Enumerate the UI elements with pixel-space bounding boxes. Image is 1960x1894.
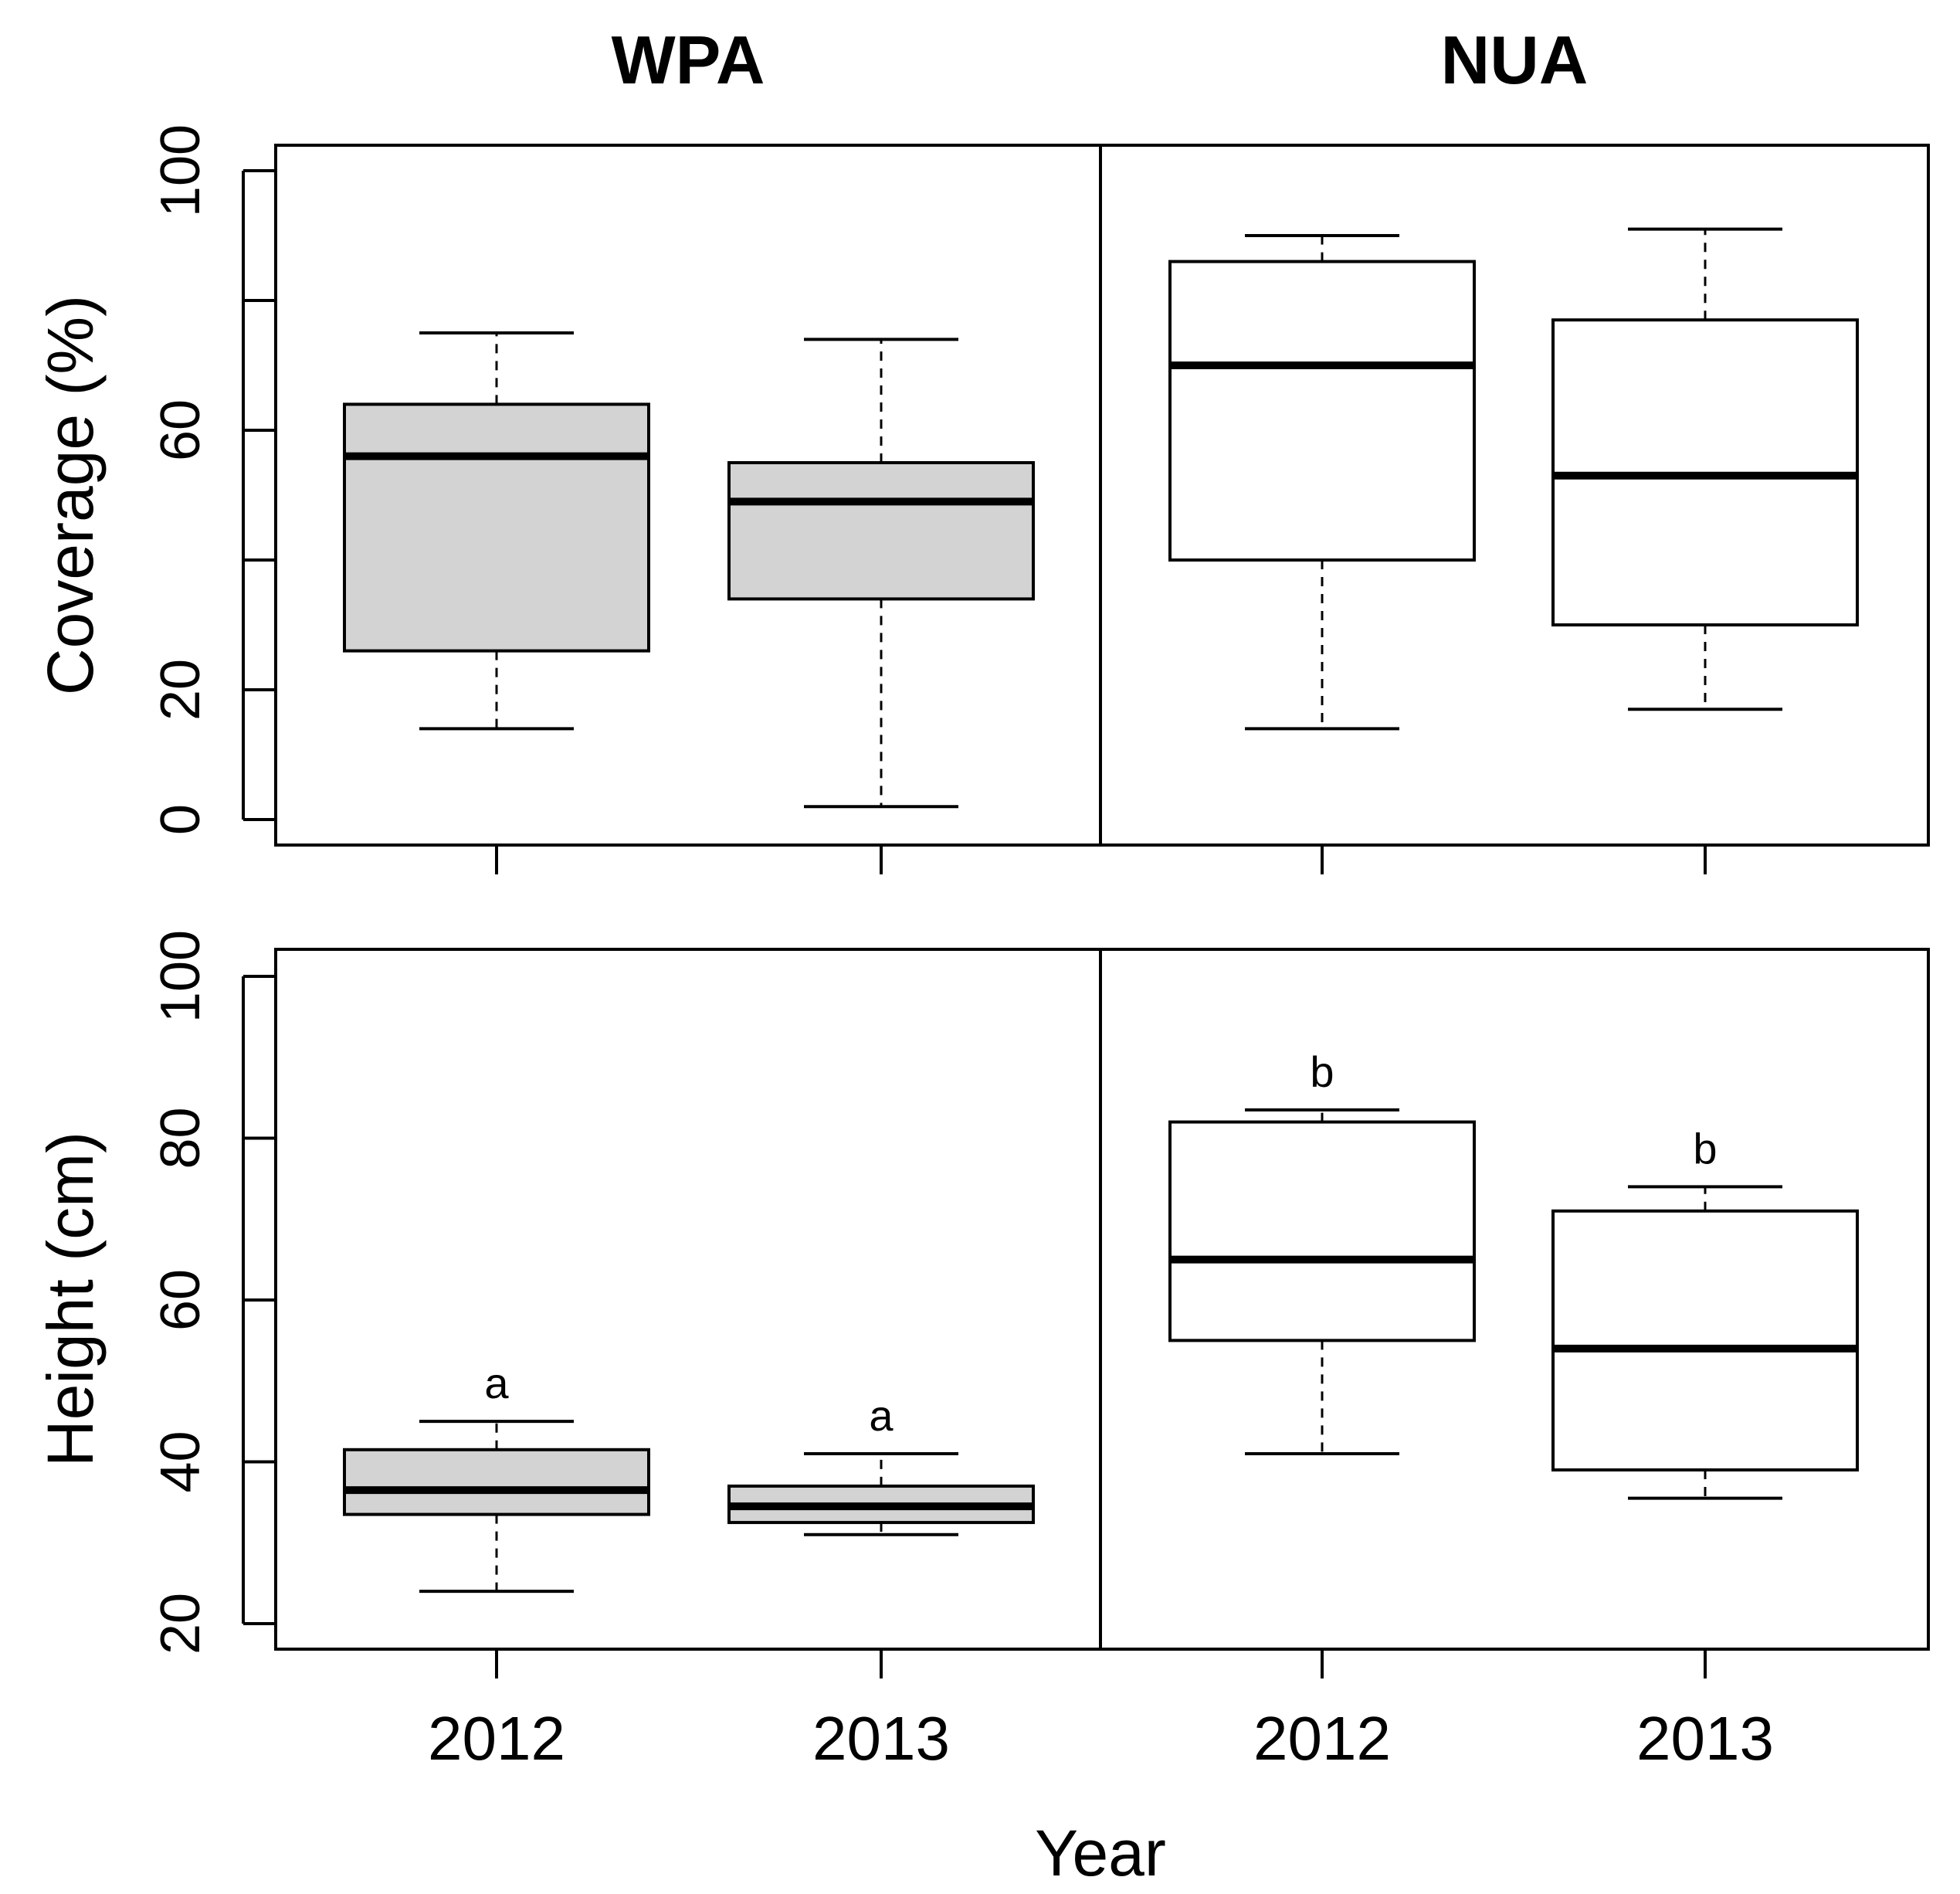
x-axis-label: Year [1035, 1817, 1166, 1889]
height-y-tick-label: 100 [150, 930, 212, 1023]
height-y-tick-label: 60 [150, 1269, 212, 1331]
height-wpa-2013-significance-label: a [869, 1391, 894, 1440]
coverage-y-tick-label: 0 [150, 804, 212, 835]
height-nua-2012-significance-label: b [1310, 1047, 1334, 1096]
coverage-y-tick-label: 20 [150, 659, 212, 721]
height-wpa-2012-box [343, 1448, 650, 1516]
coverage-y-tick-label: 100 [150, 124, 212, 217]
panel-title-nua: NUA [1441, 22, 1589, 98]
x-tick-label-nua-2012: 2012 [1253, 1704, 1391, 1773]
height-y-axis-label: Height (cm) [34, 1132, 107, 1467]
height-nua-2013-significance-label: b [1693, 1124, 1717, 1173]
coverage-y-tick-label: 60 [150, 399, 212, 461]
height-nua-2013-box [1551, 1209, 1859, 1471]
height-y-tick-label: 20 [150, 1593, 212, 1655]
x-tick-label-wpa-2012: 2012 [428, 1704, 565, 1773]
height-y-tick-label: 40 [150, 1431, 212, 1492]
coverage-wpa-2012-box [343, 402, 650, 653]
height-wpa-2012-significance-label: a [484, 1359, 509, 1407]
coverage-wpa-2013-box [727, 461, 1035, 601]
panel-title-wpa: WPA [612, 22, 765, 98]
coverage-y-axis-label: Coverage (%) [34, 295, 107, 695]
height-nua-2012-box [1168, 1120, 1476, 1342]
x-tick-label-wpa-2013: 2013 [812, 1704, 950, 1773]
coverage-nua-2012-box [1168, 260, 1476, 562]
height-y-tick-label: 80 [150, 1107, 212, 1169]
x-tick-label-nua-2013: 2013 [1636, 1704, 1774, 1773]
